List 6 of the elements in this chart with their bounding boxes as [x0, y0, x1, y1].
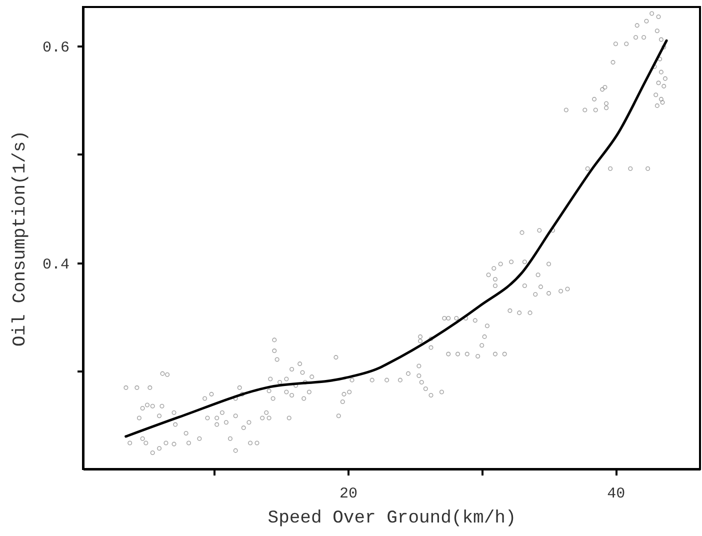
x-tick-label: 20: [339, 486, 358, 502]
y-tick-label: 0.4: [42, 256, 70, 274]
y-axis-title: Oil Consumption(1/s): [10, 130, 30, 347]
x-axis-title: Speed Over Ground(km/h): [268, 508, 516, 528]
x-tick-label: 40: [607, 486, 626, 502]
y-tick-label: 0.6: [42, 40, 70, 57]
